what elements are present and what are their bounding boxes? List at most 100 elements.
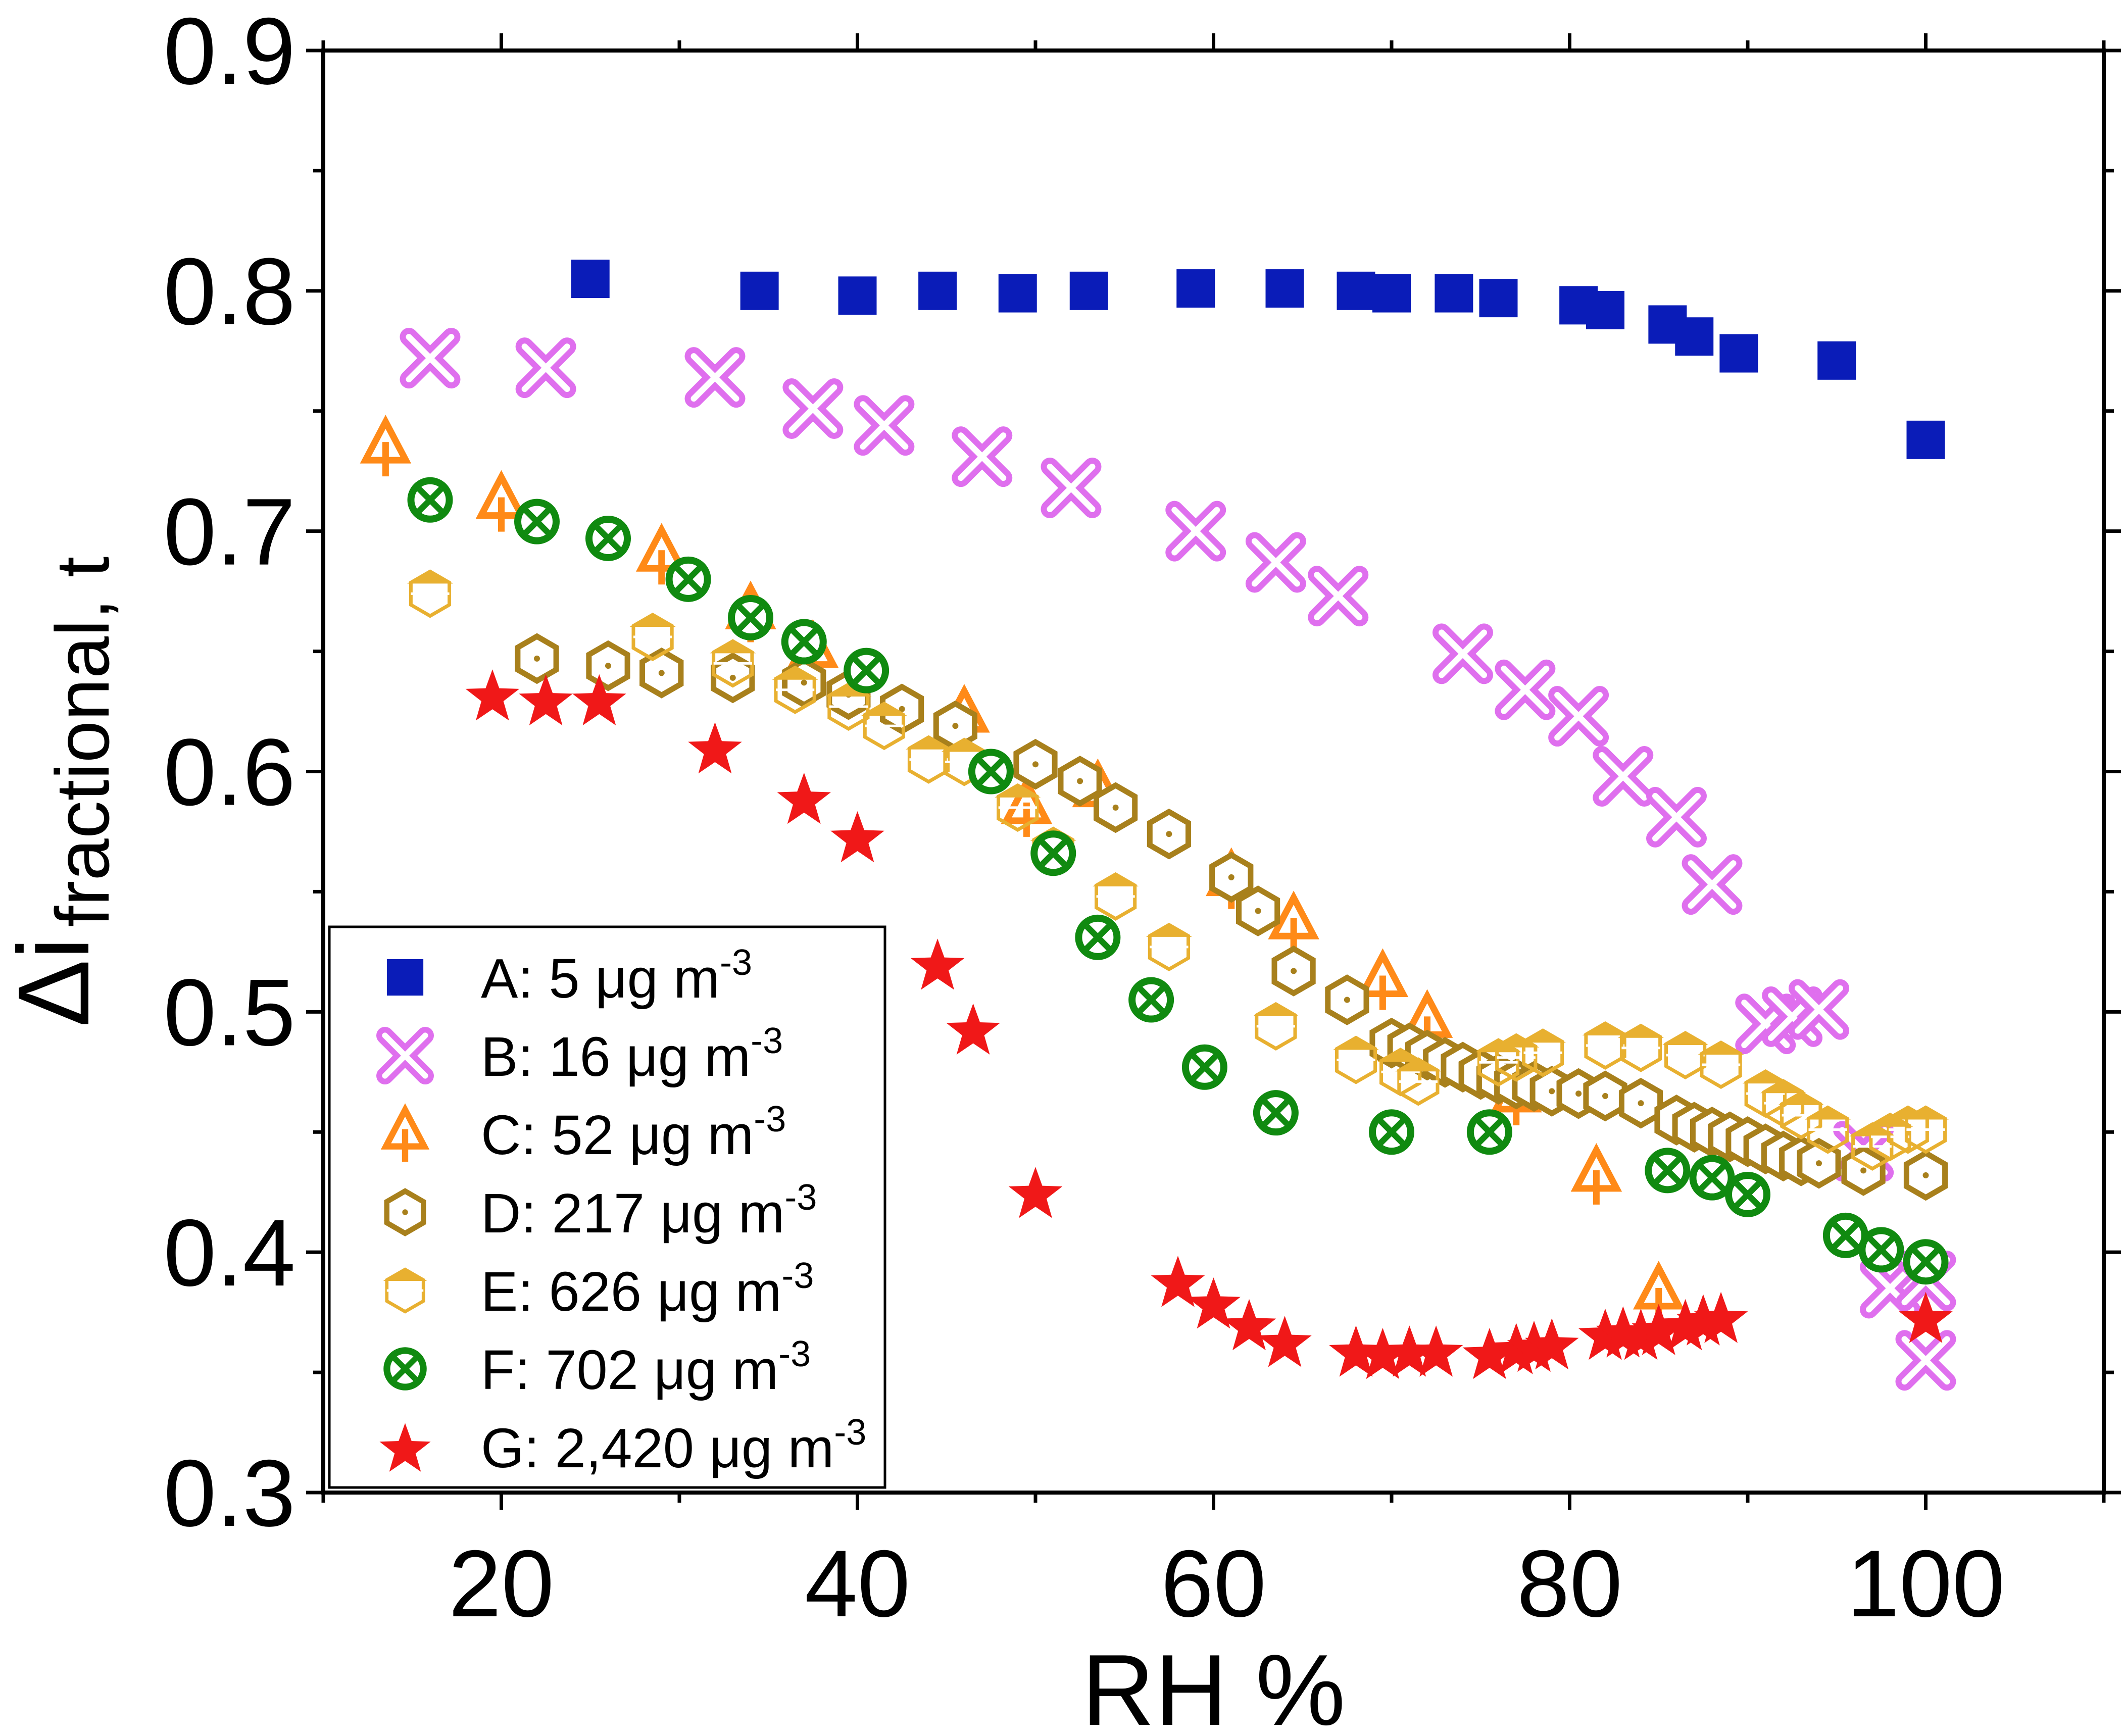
hexagon-center-dot [952,723,959,729]
hexagon-center-dot [1255,908,1261,914]
crossx-marker-inner [690,353,739,402]
crossx-marker-inner [1314,572,1363,621]
halfhex-marker [1582,1021,1628,1070]
halfhex-outline [1619,1023,1662,1072]
legend-entry: F: 702 μg m-3 [383,1334,811,1401]
halfhex-marker [710,639,756,688]
legend-label-superscript: -3 [781,1256,814,1296]
legend-label-text: A: 5 μg m [481,948,720,1010]
circlex-marker [781,619,827,665]
star-marker [1222,1299,1276,1351]
hexagon-marker [1013,738,1058,790]
circlex-cross-b [853,657,880,684]
star-marker [1382,1325,1437,1377]
square-marker [838,276,877,315]
halfhex-outline [1904,1105,1947,1154]
legend-label-superscript: -3 [778,1334,811,1374]
legend-label-superscript: -3 [751,1021,783,1061]
data-marks [360,260,1956,1391]
hexagon-center-dot [658,670,665,676]
hexagon-center-dot [801,679,807,686]
square-marker [1817,341,1856,380]
star-marker [1008,1167,1063,1218]
series-f [407,477,1949,1285]
circlex-marker [1645,1148,1691,1194]
halfhex-outline [1477,1038,1520,1087]
legend-label: E: 626 μg m-3 [481,1256,814,1323]
square-marker [1435,274,1473,313]
halfhex-outline [1255,1002,1297,1051]
legend-label: D: 217 μg m-3 [481,1177,817,1245]
circlex-cross-b [1734,1181,1761,1208]
crossx-marker-inner [958,432,1007,481]
halfhex-outline [1807,1105,1849,1154]
hexagon-center-dot [1344,997,1350,1003]
hexagon-marker [1583,1070,1627,1122]
circlex-cross-b [737,604,764,631]
hexagon-marker [1325,974,1369,1025]
star-marker [1489,1323,1543,1374]
circlex-marker [1689,1155,1735,1201]
star-marker [1409,1325,1463,1377]
halfhex-outline [385,1267,425,1314]
x-axis-tick-labels: 20 40 60 80 100 [449,1530,2005,1636]
circlex-cross-b [1040,840,1067,867]
triangle-marker [380,1103,430,1162]
crossx-marker [854,395,915,456]
legend-label: B: 16 μg m-3 [481,1021,783,1088]
halfhex-outline [409,569,452,618]
crossx-marker [400,328,461,389]
circlex-marker [728,594,773,640]
star-marker [1658,1299,1712,1351]
circlex-marker [1725,1171,1770,1217]
x-tick-label: 80 [1517,1530,1622,1636]
star-marker [465,669,520,721]
halfhex-marker [1805,1105,1851,1154]
halfhex-marker [629,612,676,662]
crossx-marker-inner [1795,985,1843,1034]
star-marker [1614,1308,1668,1360]
hexagon-marker [1094,782,1138,833]
halfhex-outline [1335,1035,1377,1084]
legend-entry: C: 52 μg m-3 [380,1099,786,1166]
triangle-marker [1357,948,1409,1010]
star-marker [1258,1316,1312,1367]
halfhex-marker [995,783,1041,832]
square-marker [1586,290,1624,329]
triangle-marker [635,523,687,585]
star-marker [830,811,884,863]
circlex-marker [1822,1212,1868,1258]
y-tick-label: 0.7 [164,479,295,585]
legend-label: G: 2,420 μg m-3 [481,1412,866,1479]
square-marker [1069,271,1108,310]
y-tick-label: 0.4 [164,1200,295,1306]
crossx-marker [1308,566,1369,627]
crossx-marker-inner [1866,1264,1914,1313]
circlex-cross-b [1262,1099,1290,1126]
legend-label: C: 52 μg m-3 [481,1099,786,1166]
hexagon-marker [515,633,559,684]
hexagon-marker [384,1188,426,1236]
star-marker [1356,1328,1410,1379]
halfhex-marker [861,702,907,751]
legend-entry: A: 5 μg m-3 [386,943,752,1010]
square-marker [1372,274,1411,313]
square-marker [1675,317,1714,356]
hexagon-center-dot [1077,778,1083,784]
circlex-cross-b [1138,986,1165,1013]
crossx-marker-inner [382,1032,428,1079]
square-marker [1337,271,1375,310]
halfhex-marker [1662,1030,1709,1080]
halfhex-outline [827,682,870,731]
legend-label: F: 702 μg m-3 [481,1334,811,1401]
circlex-marker [844,648,890,693]
crossx-marker [1548,686,1609,747]
hexagon-center-dot [1112,804,1119,811]
crossx-marker [1593,746,1654,807]
series-d [515,633,1948,1201]
hexagon-center-dot [1575,1090,1582,1097]
crossx-marker [1895,1330,1956,1391]
circlex-cross-b [675,566,702,593]
halfhex-marker [1146,922,1192,971]
crossx-marker [1789,979,1849,1040]
